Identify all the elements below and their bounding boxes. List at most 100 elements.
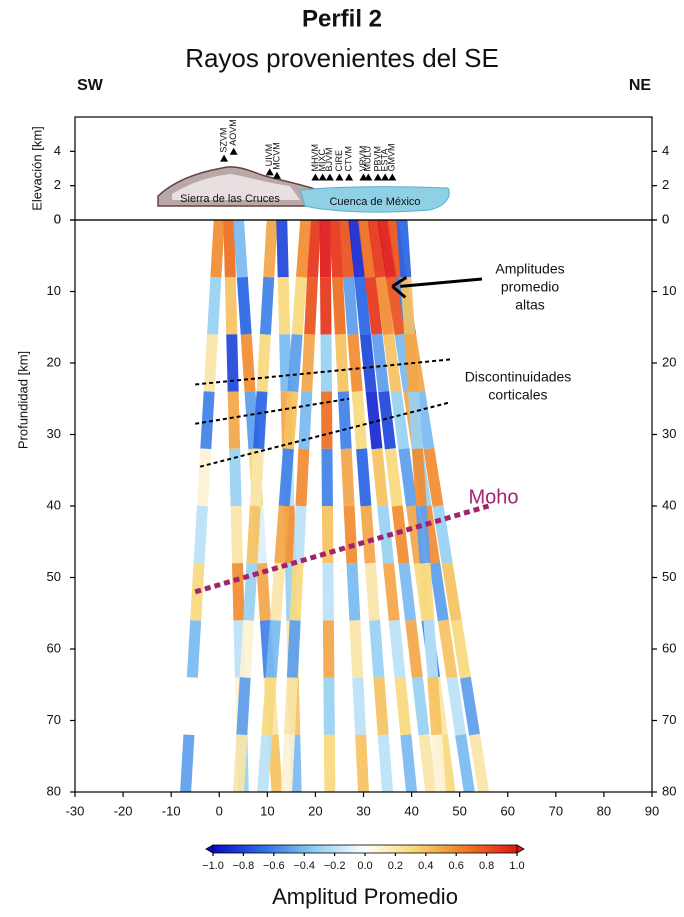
ray-segment <box>347 333 363 393</box>
station-label: VRVM <box>358 146 368 172</box>
ray-segment <box>371 448 389 507</box>
y-tick-label: 80 <box>47 783 61 798</box>
ray-segment <box>411 448 427 507</box>
ray-segment <box>207 276 222 335</box>
ray-segment <box>405 619 423 679</box>
annotation-arrowhead <box>391 276 408 299</box>
ray-segment <box>441 562 462 622</box>
annotation-text: altas <box>515 297 545 313</box>
ray-segment <box>276 220 289 278</box>
ray-segment <box>375 276 394 336</box>
x-tick-label: 50 <box>452 803 466 818</box>
topography-sierra-light <box>172 174 300 200</box>
colorbar-end <box>516 844 525 854</box>
ray-segment <box>277 277 291 335</box>
ray-segment <box>343 505 358 564</box>
ray-segment <box>295 220 312 278</box>
ray-segment <box>423 447 444 507</box>
ray-segment <box>196 448 212 507</box>
ray-segment <box>292 505 307 564</box>
ray-segment <box>391 505 410 564</box>
ray-segment <box>232 220 248 278</box>
x-tick-label: 80 <box>597 803 611 818</box>
station <box>272 171 281 179</box>
ray-segment <box>210 220 225 278</box>
moho-line <box>194 503 490 595</box>
moho-label: Moho <box>469 486 519 508</box>
ray-segment <box>291 276 307 335</box>
x-tick-label: -30 <box>66 803 85 818</box>
annotation-text: Amplitudes <box>495 261 564 277</box>
ray-segment <box>388 619 406 679</box>
y-tick-label: 60 <box>47 640 61 655</box>
ray-segment <box>338 220 355 278</box>
station <box>388 173 397 181</box>
x-tick-label: 20 <box>308 803 322 818</box>
ray-segment <box>270 562 286 621</box>
station-label: MCVM <box>271 142 281 170</box>
ray-segment <box>377 734 394 792</box>
ray-segment <box>283 505 296 564</box>
colorbar <box>212 844 518 854</box>
ray-segment <box>261 677 277 736</box>
annotation-text: corticales <box>488 387 547 403</box>
x-tick-label: 40 <box>404 803 418 818</box>
ray-segment <box>257 734 273 792</box>
ray-segment <box>359 333 377 393</box>
ray-segment <box>289 562 304 621</box>
ray-segment <box>469 733 490 792</box>
rays <box>180 220 490 792</box>
ray-segment <box>263 220 278 278</box>
colorbar-tick-label: 0.4 <box>418 860 433 872</box>
ray-segment <box>200 391 215 450</box>
ray-segment <box>432 505 453 565</box>
ray-segment <box>377 505 394 564</box>
y-tick-label: 30 <box>47 426 61 441</box>
ray-segment <box>429 562 449 622</box>
colorbar-tick-label: 0.0 <box>357 860 372 872</box>
ray-segment <box>356 448 372 507</box>
ray-segment <box>436 734 456 792</box>
station <box>381 173 390 181</box>
y-tick-label: 2 <box>54 177 61 192</box>
ray-segment <box>390 390 410 450</box>
ray-segment <box>256 334 271 392</box>
ray-segment <box>236 677 251 736</box>
ray-segment <box>377 220 397 279</box>
station-label: SZVM <box>218 128 228 153</box>
colorbar-tick-label: −0.8 <box>233 860 255 872</box>
ray-segment <box>283 391 299 450</box>
station-label: MULU <box>363 146 373 172</box>
ray-segment <box>337 391 352 450</box>
ray-segment <box>265 619 281 679</box>
station-label: MIXC <box>317 149 327 172</box>
ray-segment <box>329 220 344 278</box>
ray-segment <box>246 505 261 564</box>
station <box>265 168 274 176</box>
ray-segment <box>437 619 458 679</box>
ray-segment <box>259 276 275 335</box>
station-label: BJVM <box>324 148 334 172</box>
station <box>373 173 382 181</box>
ray-segment <box>446 676 467 736</box>
ray-segment <box>186 620 202 678</box>
station <box>318 173 327 181</box>
y-tick-label: 40 <box>47 497 61 512</box>
colorbar-tick-label: 0.8 <box>479 860 494 872</box>
y-axis-label: Profundidad [km] <box>15 351 30 449</box>
ray-segment <box>414 390 435 450</box>
ray-segment <box>295 448 310 507</box>
discontinuity <box>195 358 451 386</box>
ray-segment <box>274 505 290 564</box>
y-tick-label: 20 <box>662 354 676 369</box>
ray-segment <box>450 619 471 679</box>
y-tick-label: 10 <box>47 283 61 298</box>
ray-segment <box>418 734 437 792</box>
ray-segment <box>281 734 295 792</box>
ray-segment <box>373 677 389 736</box>
ray-segment <box>419 562 435 621</box>
ray-segment <box>346 562 361 621</box>
discontinuity <box>195 397 350 425</box>
ray-segment <box>332 276 346 335</box>
ray-segment <box>394 677 412 736</box>
